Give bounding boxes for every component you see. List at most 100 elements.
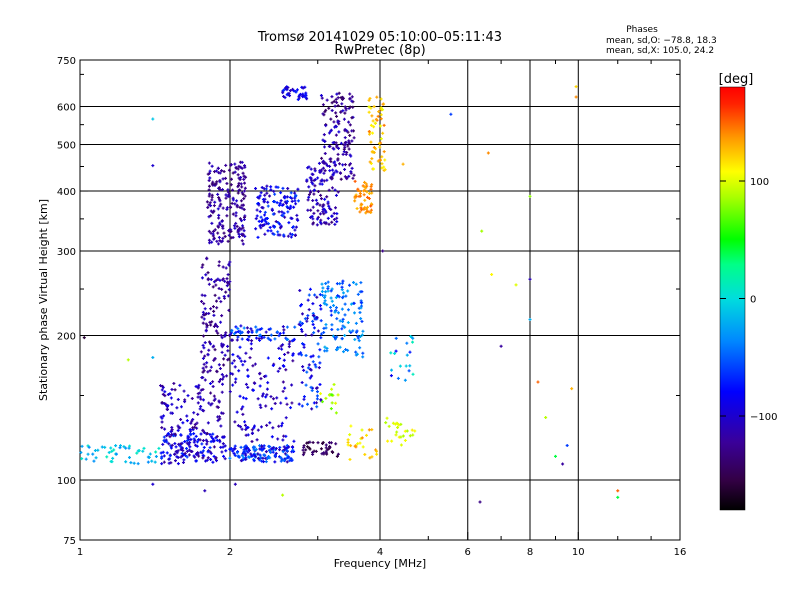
- data-point-cluster-0: [122, 445, 126, 449]
- data-point-cluster-13: [216, 192, 220, 196]
- data-point-cluster-7: [307, 293, 311, 297]
- data-point-cluster-13: [239, 219, 243, 223]
- data-point-cluster-14: [286, 206, 290, 210]
- data-point-cluster-13: [210, 198, 214, 202]
- data-point-cluster-7: [314, 365, 318, 369]
- data-point-cluster-3: [160, 400, 164, 404]
- data-point-cluster-13: [241, 171, 245, 175]
- data-point-cluster-14: [261, 223, 265, 227]
- data-point-cluster-16: [311, 205, 315, 209]
- data-point-cluster-1: [161, 442, 165, 446]
- data-point-cluster-13: [239, 175, 243, 179]
- data-point-cluster-6: [275, 330, 279, 334]
- data-point-cluster-14: [259, 215, 263, 219]
- data-point-cluster-13: [219, 202, 223, 206]
- data-point-cluster-8: [320, 282, 324, 286]
- data-point-cluster-8: [343, 325, 347, 329]
- data-point-cluster-17: [341, 152, 345, 156]
- data-point-cluster-14: [262, 187, 266, 191]
- data-point-cluster-13: [233, 170, 237, 174]
- data-point-cluster-17: [325, 178, 329, 182]
- data-point-cluster-14: [286, 234, 290, 238]
- data-point-cluster-3: [207, 401, 211, 405]
- data-point-cluster-8: [354, 282, 358, 286]
- data-point-cluster-2: [291, 445, 295, 449]
- data-point-cluster-1: [177, 442, 181, 446]
- data-point-cluster-14: [282, 211, 286, 215]
- data-point-cluster-2: [248, 455, 252, 459]
- data-point-cluster-2: [256, 456, 260, 460]
- data-point-cluster-1: [193, 438, 197, 442]
- data-point-cluster-13: [238, 188, 242, 192]
- data-point-cluster-4: [227, 262, 231, 266]
- data-point-cluster-14: [263, 218, 267, 222]
- data-point-cluster-8: [349, 302, 353, 306]
- data-point-cluster-16: [319, 222, 323, 226]
- data-point-cluster-19: [382, 150, 386, 154]
- data-point-cluster-18: [356, 187, 360, 191]
- x-axis-label: Frequency [MHz]: [334, 557, 426, 570]
- data-point-cluster-14: [285, 199, 289, 203]
- data-point-cluster-5: [241, 405, 245, 409]
- data-point-cluster-18: [363, 188, 367, 192]
- data-point-cluster-1: [170, 433, 174, 437]
- data-point-cluster-5: [257, 337, 261, 341]
- data-point-cluster-4: [215, 299, 219, 303]
- data-point-cluster-14: [263, 213, 267, 217]
- data-point-cluster-2: [250, 454, 254, 458]
- data-point-cluster-7: [297, 322, 301, 326]
- data-point-cluster-5: [283, 352, 287, 356]
- data-point-cluster-16: [316, 209, 320, 213]
- data-point-cluster-14: [258, 194, 262, 198]
- data-point-cluster-16: [335, 216, 339, 220]
- data-point-cluster-14: [290, 199, 294, 203]
- data-point-cluster-5: [238, 394, 242, 398]
- data-point-cluster-2: [247, 448, 251, 452]
- data-point-cluster-13: [209, 209, 213, 213]
- data-point-cluster-9: [327, 441, 331, 445]
- data-point-cluster-4: [209, 278, 213, 282]
- data-point-cluster-2: [291, 448, 295, 452]
- data-point-cluster-0: [124, 446, 128, 450]
- data-point-cluster-10: [332, 382, 336, 386]
- data-point-cluster-7: [307, 308, 311, 312]
- data-point-cluster-16: [330, 186, 334, 190]
- data-point-cluster-1: [201, 456, 205, 460]
- data-point-cluster-6: [267, 337, 271, 341]
- data-point-cluster-2: [240, 454, 244, 458]
- colorbar-ticks: 100 0 −100: [720, 177, 777, 423]
- colorbar-tick-label-2: −100: [750, 412, 777, 423]
- data-point-cluster-7: [315, 386, 319, 390]
- data-point-cluster-13: [216, 231, 220, 235]
- data-point-cluster-1: [211, 460, 215, 464]
- data-point-cluster-0: [79, 450, 83, 454]
- data-point-cluster-2: [239, 459, 243, 463]
- data-point-cluster-3: [191, 426, 195, 430]
- data-point-cluster-4: [220, 314, 224, 318]
- data-point-cluster-1: [221, 445, 225, 449]
- data-point-cluster-14: [280, 203, 284, 207]
- data-point-cluster-5: [286, 351, 290, 355]
- data-point-cluster-12: [386, 439, 390, 443]
- data-point-cluster-17: [343, 175, 347, 179]
- data-point-cluster-18: [368, 192, 372, 196]
- data-point-cluster-17: [329, 117, 333, 121]
- data-point-cluster-6: [234, 330, 238, 334]
- data-point-cluster-3: [196, 412, 200, 416]
- data-point-cluster-17: [350, 116, 354, 120]
- data-point-cluster-17: [347, 120, 351, 124]
- data-point-cluster-13: [217, 235, 221, 239]
- data-point-cluster-5: [284, 368, 288, 372]
- data-point-cluster-1: [201, 449, 205, 453]
- data-point-cluster-7: [319, 336, 323, 340]
- data-point-cluster-8: [338, 319, 342, 323]
- data-point-cluster-9: [319, 447, 323, 451]
- data-point-cluster-13: [210, 221, 214, 225]
- data-point-cluster-5: [282, 358, 286, 362]
- data-point-cluster-4: [201, 321, 205, 325]
- data-point-cluster-5: [282, 364, 286, 368]
- data-point-cluster-8: [346, 308, 350, 312]
- data-point-13: [480, 229, 484, 233]
- data-point-cluster-8: [324, 323, 328, 327]
- data-point-cluster-17: [322, 161, 326, 165]
